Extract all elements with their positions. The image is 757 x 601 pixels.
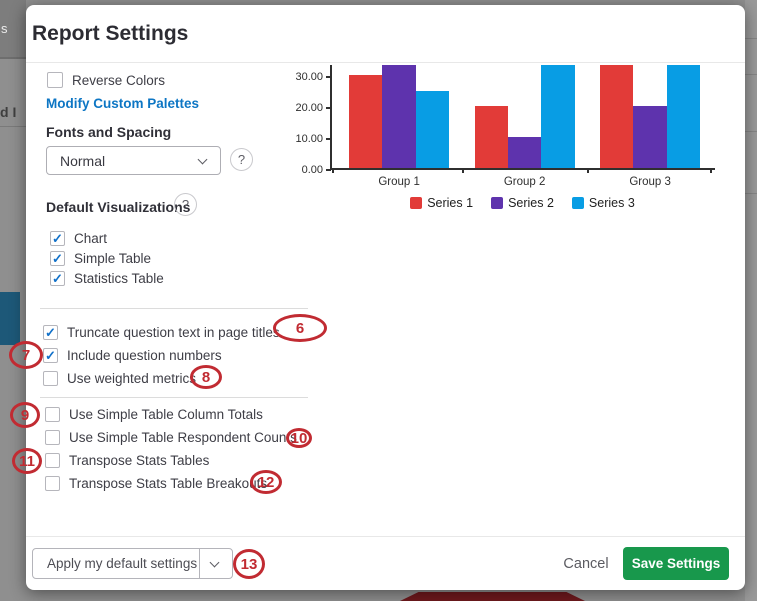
bar-series-2-group-3 bbox=[633, 106, 667, 168]
legend-label: Series 3 bbox=[588, 196, 635, 210]
checkbox-label: Chart bbox=[74, 231, 108, 246]
save-settings-button[interactable]: Save Settings bbox=[623, 547, 729, 580]
checkbox-chart[interactable]: Chart bbox=[50, 231, 107, 246]
checkbox-label: Simple Table bbox=[74, 251, 152, 266]
checkbox-box[interactable] bbox=[45, 453, 60, 468]
checkbox-reverse-colors[interactable]: Reverse Colors bbox=[47, 72, 165, 88]
checkbox-transpose-stats-tables[interactable]: Transpose Stats Tables bbox=[45, 453, 209, 468]
chevron-down-icon bbox=[197, 154, 208, 165]
bar-series-2-group-2 bbox=[507, 137, 542, 168]
header-divider bbox=[26, 62, 745, 63]
legend-item-series-1: Series 1 bbox=[410, 196, 473, 210]
checkbox-box[interactable] bbox=[50, 231, 65, 246]
chart-preview-plot: 0.00 10.00 20.00 30.00 Group 1 Group 2 Group 3 bbox=[295, 64, 715, 188]
checkbox-box[interactable] bbox=[45, 407, 60, 422]
bar-series-1-group-1 bbox=[349, 75, 383, 168]
background-text-fragment: d I bbox=[0, 104, 17, 120]
checkbox-box[interactable] bbox=[43, 371, 58, 386]
legend-swatch bbox=[410, 197, 423, 209]
bar-series-3-group-2 bbox=[541, 64, 575, 168]
bar-series-3-group-3 bbox=[666, 64, 701, 168]
section-divider bbox=[40, 397, 308, 398]
checkbox-truncate-question-text[interactable]: Truncate question text in page titles bbox=[43, 325, 280, 340]
x-axis-category-label: Group 1 bbox=[378, 176, 420, 188]
modify-custom-palettes-link[interactable]: Modify Custom Palettes bbox=[46, 96, 200, 111]
checkbox-label: Use Simple Table Respondent Counts bbox=[69, 430, 297, 445]
checkbox-box[interactable] bbox=[47, 72, 63, 88]
checkbox-simple-table[interactable]: Simple Table bbox=[50, 251, 151, 266]
checkbox-simple-table-column-totals[interactable]: Use Simple Table Column Totals bbox=[45, 407, 263, 422]
x-axis-category-label: Group 2 bbox=[503, 176, 546, 188]
legend-label: Series 2 bbox=[508, 196, 554, 210]
y-axis-tick-label: 20.00 bbox=[295, 102, 323, 114]
background-divider bbox=[0, 57, 26, 59]
select-value: Normal bbox=[60, 152, 106, 169]
x-axis-tick bbox=[710, 168, 712, 173]
checkbox-simple-table-respondent-counts[interactable]: Use Simple Table Respondent Counts bbox=[45, 430, 297, 445]
checkbox-box[interactable] bbox=[50, 251, 65, 266]
fonts-spacing-select[interactable]: Normal bbox=[46, 146, 221, 175]
checkbox-label: Statistics Table bbox=[74, 271, 164, 286]
y-axis-tick-label: 30.00 bbox=[295, 71, 323, 83]
x-axis-tick bbox=[462, 168, 464, 173]
y-axis-tick bbox=[326, 138, 331, 140]
x-axis-tick bbox=[587, 168, 589, 173]
background-annotation-shape bbox=[400, 592, 585, 601]
checkbox-label: Use Simple Table Column Totals bbox=[69, 407, 263, 422]
checkbox-box[interactable] bbox=[45, 476, 60, 491]
y-axis-tick-label: 10.00 bbox=[295, 133, 323, 145]
checkbox-box[interactable] bbox=[43, 348, 58, 363]
legend-item-series-2: Series 2 bbox=[491, 196, 554, 210]
checkbox-statistics-table[interactable]: Statistics Table bbox=[50, 271, 164, 286]
checkbox-label: Transpose Stats Tables bbox=[69, 453, 210, 468]
checkbox-label: Reverse Colors bbox=[72, 72, 166, 88]
default-visualizations-heading: Default Visualizations bbox=[46, 199, 191, 215]
checkbox-box[interactable] bbox=[50, 271, 65, 286]
x-axis-category-label: Group 3 bbox=[629, 176, 671, 188]
legend-label: Series 1 bbox=[427, 196, 474, 210]
chart-legend: Series 1 Series 2 Series 3 bbox=[330, 196, 715, 210]
report-settings-dialog: Report Settings Reverse Colors Modify Cu… bbox=[26, 5, 745, 590]
checkbox-box[interactable] bbox=[43, 325, 58, 340]
bar-series-2-group-1 bbox=[382, 64, 416, 168]
fonts-and-spacing-heading: Fonts and Spacing bbox=[46, 124, 172, 140]
apply-default-settings-button[interactable]: Apply my default settings bbox=[47, 556, 198, 571]
checkbox-label: Include question numbers bbox=[67, 348, 222, 363]
background-selected-item bbox=[0, 292, 20, 345]
checkbox-label: Use weighted metrics bbox=[67, 371, 197, 386]
y-axis-tick-label: 0.00 bbox=[301, 164, 323, 176]
background-text-fragment: s bbox=[1, 21, 8, 36]
bar-series-1-group-3 bbox=[600, 64, 634, 168]
footer-divider bbox=[26, 536, 745, 537]
legend-swatch bbox=[491, 197, 504, 209]
checkbox-transpose-stats-table-breakouts[interactable]: Transpose Stats Table Breakouts bbox=[45, 476, 267, 491]
checkbox-label: Truncate question text in page titles bbox=[67, 325, 280, 340]
checkbox-include-question-numbers[interactable]: Include question numbers bbox=[43, 348, 222, 363]
legend-item-series-3: Series 3 bbox=[571, 196, 635, 210]
chevron-down-icon bbox=[209, 557, 220, 568]
y-axis-tick bbox=[326, 76, 331, 78]
checkbox-use-weighted-metrics[interactable]: Use weighted metrics bbox=[43, 371, 196, 386]
y-axis-tick bbox=[326, 169, 331, 171]
bar-series-3-group-1 bbox=[415, 90, 450, 168]
apply-settings-dropdown-toggle[interactable] bbox=[199, 549, 232, 578]
checkbox-box[interactable] bbox=[45, 430, 60, 445]
background-page-left bbox=[0, 0, 26, 57]
help-icon[interactable]: ? bbox=[230, 148, 253, 171]
bar-series-1-group-2 bbox=[474, 106, 508, 168]
legend-swatch bbox=[571, 197, 584, 209]
apply-default-settings-split-button[interactable]: Apply my default settings bbox=[32, 548, 233, 579]
background-divider bbox=[0, 126, 26, 127]
background-page-right bbox=[745, 0, 757, 601]
y-axis-tick bbox=[326, 107, 331, 109]
section-divider bbox=[40, 308, 308, 309]
help-icon[interactable]: ? bbox=[174, 193, 197, 216]
dialog-title: Report Settings bbox=[32, 22, 189, 45]
x-axis-tick bbox=[332, 168, 334, 173]
cancel-button[interactable]: Cancel bbox=[554, 550, 618, 578]
checkbox-label: Transpose Stats Table Breakouts bbox=[69, 476, 268, 491]
